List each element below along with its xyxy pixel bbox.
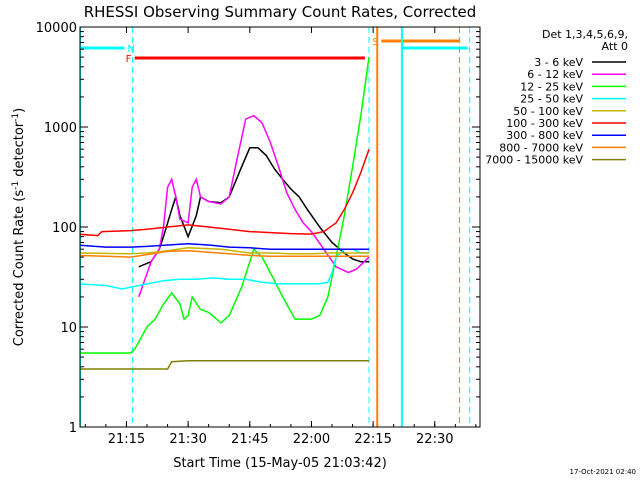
x-axis-ticks: 21:15 21:30 21:45 22:00 22:15 22:30 [84,27,477,447]
legend-label-3-6-kev: 3 - 6 keV [534,56,583,69]
legend-label-12-25-kev: 12 - 25 keV [520,80,583,93]
x-axis-label: Start Time (15-May-05 21:03:42) [173,456,387,471]
series-line-6-12-kev [138,114,370,298]
y-tick-label: 1 [69,421,77,436]
series-line-100-300-kev [80,148,370,237]
x-tick-label: 22:30 [416,432,453,447]
series-line-50-100-kev [80,247,369,255]
legend-title-2: Att 0 [602,40,628,53]
legend-label-800-7000-kev: 800 - 7000 keV [499,141,583,154]
y-axis-label-sup2: -1 [11,113,21,122]
legend-label-50-100-kev: 50 - 100 keV [513,105,583,118]
y-axis-label: Corrected Count Rate (s-1 detector-1) [11,108,27,346]
state-change-lines [80,27,471,427]
y-axis-label-mid: detector [12,121,27,181]
series-line-300-800-kev [80,242,369,250]
legend-label-300-800-kev: 300 - 800 keV [506,129,583,142]
chart-title: RHESSI Observing Summary Count Rates, Co… [84,3,477,21]
y-tick-label: 100 [52,221,77,236]
x-tick-label: 21:30 [169,432,206,447]
series-line-3-6-kev [138,147,369,268]
series-line-12-25-kev [80,56,370,354]
instrument-flags: NF S [80,37,468,65]
y-axis-label-main: Corrected Count Rate (s [12,190,27,347]
series-line-7000-15000-kev [80,359,369,370]
x-tick-label: 22:15 [354,432,391,447]
flag-label-f: F [126,54,132,65]
flag-label-n: N [127,44,134,55]
flag-label-s: S [372,37,378,48]
legend-label-7000-15000-kev: 7000 - 15000 keV [485,154,583,167]
series-line-800-7000-kev [80,249,369,258]
legend-label-100-300-kev: 100 - 300 keV [506,117,583,130]
timestamp: 17-Oct-2021 02:40 [570,468,636,476]
y-tick-label: 10000 [36,21,77,36]
x-tick-label: 21:15 [108,432,145,447]
x-tick-label: 22:00 [293,432,330,447]
y-axis-label-sup1: -1 [11,181,21,190]
series-lines [80,56,370,370]
plot-frame [79,26,481,428]
y-tick-label: 1000 [44,121,77,136]
y-tick-label: 10 [60,321,77,336]
legend-label-25-50-kev: 25 - 50 keV [520,93,583,106]
series-line-25-50-kev [80,248,369,290]
legend-label-6-12-kev: 6 - 12 keV [527,68,583,81]
x-tick-label: 21:45 [231,432,268,447]
y-axis-ticks: 1 10 100 1000 10000 [36,21,480,436]
legend-title-1: Det 1,3,4,5,6,9, [542,28,628,41]
y-axis-label-end: ) [12,108,27,113]
